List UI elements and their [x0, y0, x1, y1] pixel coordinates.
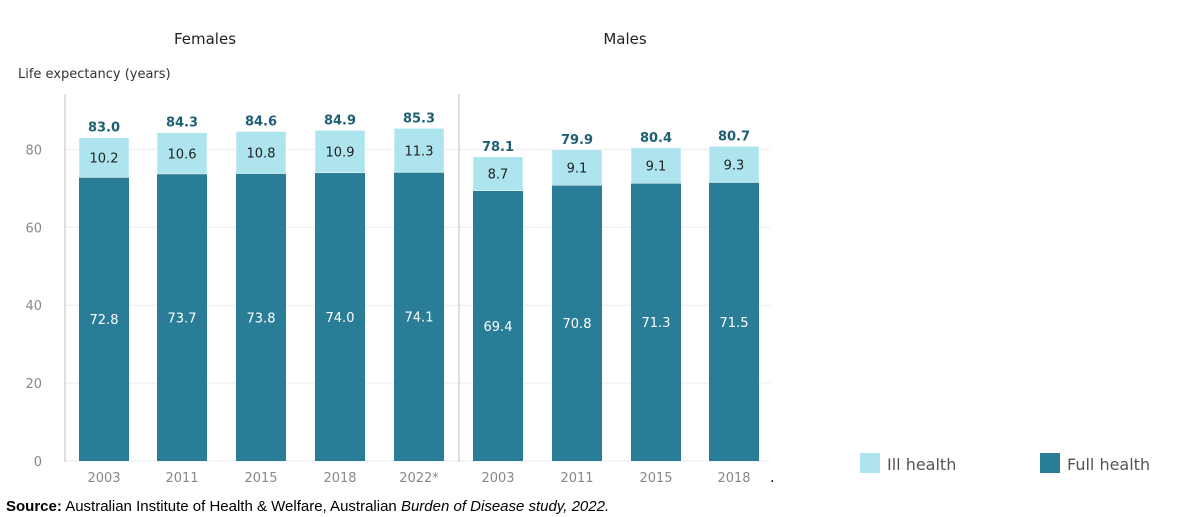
bar-ill-health: [630, 147, 682, 184]
full-health-label: 72.8: [90, 313, 119, 328]
full-health-label: 71.3: [642, 316, 671, 331]
source-text: Australian Institute of Health & Welfare…: [61, 498, 401, 515]
ill-health-label: 10.9: [326, 146, 355, 161]
bar-ill-health: [156, 132, 208, 175]
bar-full-health: [394, 172, 444, 461]
ill-health-label: 10.6: [168, 147, 197, 162]
full-health-label: 74.1: [405, 311, 434, 326]
bar-full-health: [236, 173, 286, 461]
stray-mark: .: [770, 470, 775, 486]
bar-ill-health: [78, 137, 130, 178]
total-label: 79.9: [561, 133, 593, 148]
total-label: 80.4: [640, 131, 672, 146]
full-health-label: 73.8: [247, 311, 276, 326]
ill-health-label: 9.3: [724, 158, 745, 173]
total-label: 83.0: [88, 121, 120, 136]
legend-label: Full health: [1067, 455, 1150, 474]
bar-ill-health: [472, 156, 524, 191]
bar-full-health: [79, 177, 129, 461]
bar-full-health: [315, 172, 365, 461]
y-tick-label: 60: [25, 221, 42, 236]
source-label: Source:: [6, 498, 62, 515]
x-tick-label: 2003: [481, 471, 514, 486]
full-health-label: 73.7: [168, 311, 197, 326]
y-axis-label: Life expectancy (years): [18, 67, 171, 82]
total-label: 84.9: [324, 113, 356, 128]
bar-full-health: [631, 183, 681, 461]
x-tick-label: 2018: [717, 471, 750, 486]
total-label: 78.1: [482, 140, 514, 155]
full-health-label: 74.0: [326, 311, 355, 326]
x-tick-label: 2003: [87, 471, 120, 486]
x-tick-label: 2011: [560, 471, 593, 486]
panel-title: Females: [174, 30, 236, 48]
bar-ill-health: [551, 149, 603, 186]
full-health-label: 71.5: [720, 316, 749, 331]
y-tick-label: 40: [25, 299, 42, 314]
ill-health-label: 9.1: [646, 160, 667, 175]
ill-health-label: 8.7: [488, 168, 509, 183]
legend-swatch: [860, 453, 880, 473]
y-tick-label: 20: [25, 377, 42, 392]
full-health-label: 70.8: [563, 317, 592, 332]
bar-full-health: [709, 182, 759, 461]
bar-ill-health: [235, 131, 287, 174]
legend-swatch: [1040, 453, 1060, 473]
bar-ill-health: [314, 130, 366, 174]
x-tick-label: 2015: [244, 471, 277, 486]
x-tick-label: 2018: [323, 471, 356, 486]
total-label: 84.6: [245, 114, 277, 129]
y-tick-label: 0: [34, 455, 42, 470]
total-label: 80.7: [718, 129, 750, 144]
bar-ill-health: [708, 146, 760, 183]
ill-health-label: 9.1: [567, 162, 588, 177]
legend-label: Ill health: [887, 455, 956, 474]
ill-health-label: 10.8: [247, 147, 276, 162]
bar-full-health: [552, 185, 602, 461]
panel-title: Males: [603, 30, 647, 48]
total-label: 84.3: [166, 116, 198, 131]
x-tick-label: 2011: [165, 471, 198, 486]
total-label: 85.3: [403, 111, 435, 126]
bar-full-health: [157, 173, 207, 461]
source-title: Burden of Disease study, 2022.: [400, 498, 610, 515]
x-tick-label: 2022*: [399, 471, 439, 486]
source-note: Source: Australian Institute of Health &…: [6, 498, 609, 515]
x-tick-label: 2015: [639, 471, 672, 486]
full-health-label: 69.4: [484, 320, 513, 335]
ill-health-label: 11.3: [405, 144, 434, 159]
ill-health-label: 10.2: [90, 152, 119, 167]
bar-full-health: [473, 190, 523, 461]
y-tick-label: 80: [25, 143, 42, 158]
bar-ill-health: [393, 128, 445, 173]
